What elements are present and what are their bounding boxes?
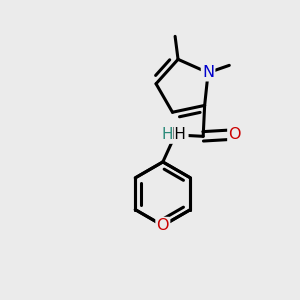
Text: N: N [202,65,214,80]
Text: H: H [163,128,175,142]
Text: NH: NH [164,128,187,142]
Text: O: O [228,128,241,142]
Text: O: O [157,218,169,233]
Text: H: H [161,128,173,142]
Text: N: N [176,128,188,142]
